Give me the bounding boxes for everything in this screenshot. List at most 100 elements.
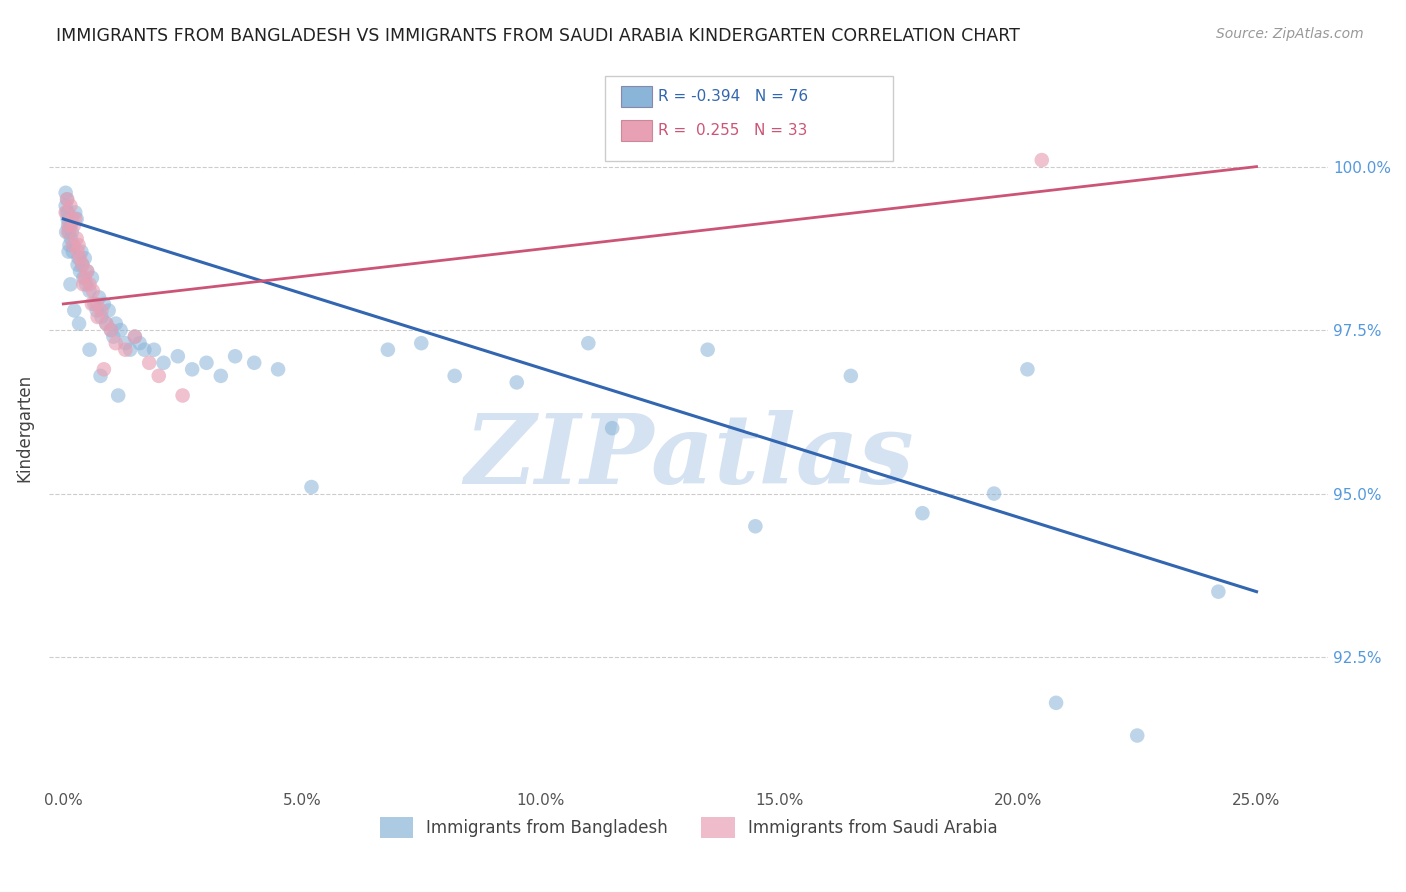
Point (107, 388, 129, 402)
Point (110, 323, 132, 337)
Point (66, 211, 89, 226)
Point (377, 343, 399, 357)
Legend: Immigrants from Bangladesh, Immigrants from Saudi Arabia: Immigrants from Bangladesh, Immigrants f… (373, 811, 1004, 844)
Point (83, 297, 105, 311)
Point (59, 219, 82, 233)
Point (1208, 584, 1230, 599)
Point (90, 310, 112, 324)
Point (59, 277, 82, 292)
Point (87, 290, 110, 304)
Point (79, 277, 101, 292)
Point (67, 251, 90, 265)
Point (80, 297, 103, 311)
Point (55, 205, 77, 219)
Point (65, 211, 87, 226)
Point (76, 264, 98, 278)
Point (166, 349, 188, 363)
Point (65, 205, 87, 219)
Point (79, 343, 101, 357)
Point (55, 199, 77, 213)
Point (72, 258, 94, 272)
Point (143, 343, 166, 357)
Point (58, 244, 80, 259)
Point (58, 219, 80, 233)
Point (195, 356, 218, 370)
Point (114, 336, 136, 351)
Point (576, 336, 599, 351)
Text: ZIPatlas: ZIPatlas (464, 410, 914, 504)
Point (62, 238, 84, 252)
Text: Source: ZipAtlas.com: Source: ZipAtlas.com (1216, 27, 1364, 41)
Point (70, 244, 93, 259)
Point (100, 323, 122, 337)
Point (600, 421, 623, 435)
Point (1017, 362, 1039, 376)
Point (839, 368, 862, 383)
Point (72, 277, 94, 292)
Point (124, 329, 146, 343)
Point (1031, 153, 1053, 167)
Point (59, 199, 82, 213)
Point (62, 244, 84, 259)
Point (103, 329, 125, 343)
Point (90, 303, 112, 318)
Point (67, 238, 90, 252)
Text: R =  0.255   N = 33: R = 0.255 N = 33 (658, 123, 807, 138)
Point (104, 317, 127, 331)
Point (209, 368, 232, 383)
Point (86, 310, 108, 324)
Point (55, 225, 77, 239)
Point (67, 317, 90, 331)
Point (301, 480, 323, 494)
Point (93, 362, 115, 376)
Point (138, 356, 160, 370)
Point (66, 258, 89, 272)
Point (60, 225, 83, 239)
Point (744, 519, 766, 533)
Point (75, 277, 97, 292)
Point (63, 303, 86, 318)
Point (911, 506, 934, 520)
Point (56, 225, 79, 239)
Point (411, 336, 433, 351)
Point (72, 270, 94, 285)
Point (124, 329, 146, 343)
Point (73, 270, 96, 285)
Point (76, 264, 98, 278)
Point (96, 317, 118, 331)
Point (128, 336, 150, 351)
Point (114, 343, 136, 357)
Point (66, 244, 89, 259)
Point (80, 270, 103, 285)
Point (443, 368, 465, 383)
Point (506, 376, 529, 390)
Point (82, 284, 104, 298)
Point (59, 231, 82, 245)
Point (55, 205, 77, 219)
Point (56, 192, 79, 206)
Point (224, 349, 246, 363)
Point (181, 362, 204, 376)
Point (69, 264, 91, 278)
Point (267, 362, 290, 376)
Point (120, 343, 142, 357)
Point (58, 225, 80, 239)
Point (73, 251, 96, 265)
Point (983, 486, 1005, 500)
Point (104, 336, 127, 351)
Text: R = -0.394   N = 76: R = -0.394 N = 76 (658, 89, 808, 104)
Point (79, 284, 101, 298)
Point (1126, 729, 1149, 743)
Point (56, 219, 79, 233)
Point (60, 211, 83, 226)
Point (243, 356, 266, 370)
Point (72, 258, 94, 272)
Text: IMMIGRANTS FROM BANGLADESH VS IMMIGRANTS FROM SAUDI ARABIA KINDERGARTEN CORRELAT: IMMIGRANTS FROM BANGLADESH VS IMMIGRANTS… (56, 27, 1021, 45)
Point (134, 343, 156, 357)
Point (56, 192, 79, 206)
Point (66, 231, 89, 245)
Y-axis label: Kindergarten: Kindergarten (15, 374, 32, 483)
Point (56, 211, 79, 226)
Point (1045, 696, 1067, 710)
Point (55, 186, 77, 200)
